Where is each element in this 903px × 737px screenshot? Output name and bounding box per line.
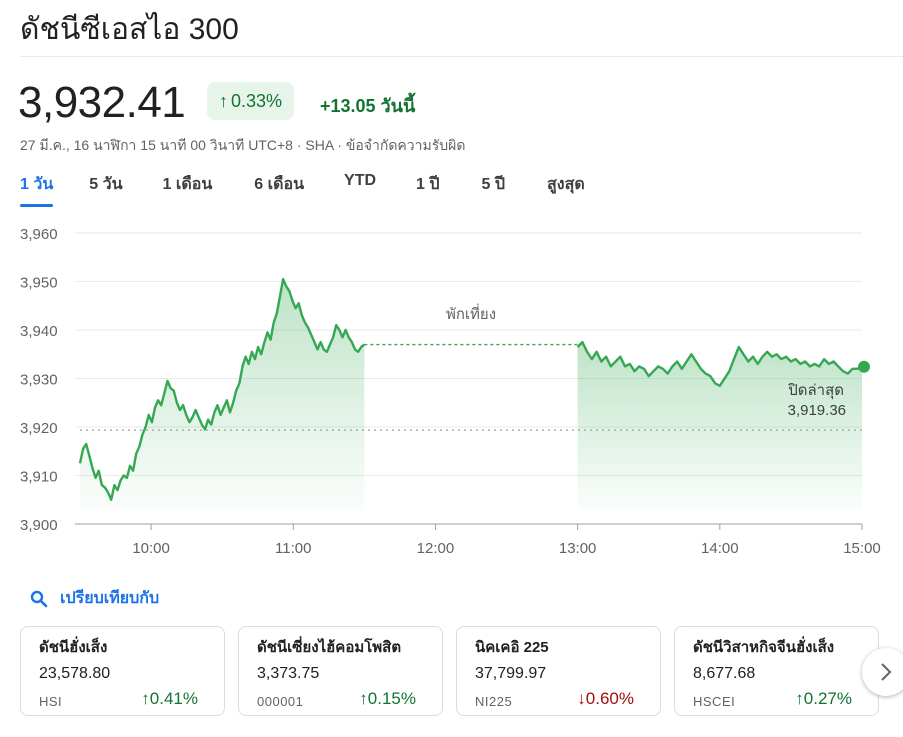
card-value: 8,677.68	[693, 665, 756, 682]
tab-5y[interactable]: 5 ปี	[481, 176, 506, 193]
compare-card[interactable]: นิคเคอิ 225 37,799.97 NI225 ↓0.60%	[456, 626, 661, 716]
y-tick-label: 3,900	[20, 517, 58, 534]
tab-1y[interactable]: 1 ปี	[416, 176, 440, 193]
x-tick-label: 10:00	[132, 540, 170, 557]
card-name: ดัชนีวิสาหกิจจีนฮั่งเส็ง	[693, 639, 835, 656]
page-title: ดัชนีซีเอสไอ 300	[20, 13, 239, 46]
tab-1m[interactable]: 1 เดือน	[162, 176, 213, 193]
card-value: 23,578.80	[39, 665, 111, 682]
x-tick-label: 14:00	[701, 540, 739, 557]
range-tabs: 1 วัน 5 วัน 1 เดือน 6 เดือน YTD 1 ปี 5 ป…	[20, 168, 585, 207]
compare-card[interactable]: ดัชนีเซี่ยงไฮ้คอมโพสิต 3,373.75 000001 ↑0.1…	[238, 626, 443, 716]
card-change: ↑0.41%	[141, 689, 198, 709]
card-change-value: 0.60%	[585, 689, 634, 708]
card-symbol: HSCEI	[693, 694, 736, 709]
y-tick-label: 3,930	[20, 372, 58, 389]
chart-lines	[78, 277, 863, 501]
change-percent: 0.33%	[231, 90, 283, 111]
price-line	[78, 277, 366, 501]
card-change: ↑0.15%	[359, 689, 416, 709]
tab-max[interactable]: สูงสุด	[547, 176, 585, 193]
card-change-value: 0.27%	[803, 689, 852, 708]
compare-cards: ดัชนีฮั่งเส็ง 23,578.80 HSI ↑0.41% ดัชนีเซี่…	[20, 626, 879, 716]
previous-close-line	[80, 343, 862, 431]
card-name: ดัชนีฮั่งเส็ง	[39, 639, 108, 656]
x-tick-label: 15:00	[843, 540, 881, 557]
card-change: ↓0.60%	[577, 689, 634, 709]
last-price-dot	[858, 360, 870, 373]
arrow-up-icon: ↑	[219, 90, 228, 111]
card-value: 3,373.75	[257, 665, 320, 682]
x-axis-ticks: 10:00 11:00 12:00 13:00 14:00 15:00	[132, 524, 881, 557]
y-tick-label: 3,920	[20, 420, 58, 437]
card-change-value: 0.15%	[367, 689, 416, 708]
y-tick-label: 3,960	[20, 226, 58, 243]
card-symbol: NI225	[475, 694, 513, 709]
compare-card[interactable]: ดัชนีฮั่งเส็ง 23,578.80 HSI ↑0.41%	[20, 626, 225, 716]
chart-annotations: พักเที่ยงปิดล่าสุด 3,919.36	[446, 303, 870, 419]
compare-card[interactable]: ดัชนีวิสาหกิจจีนฮั่งเส็ง 8,677.68 HSCEI ↑0.…	[674, 626, 879, 716]
price-area	[577, 342, 862, 510]
chevron-right-icon	[881, 663, 892, 681]
x-tick-label: 13:00	[559, 540, 597, 557]
y-tick-label: 3,910	[20, 469, 58, 486]
previous-close-label: ปิดล่าสุด	[787, 382, 844, 400]
card-value: 37,799.97	[475, 665, 547, 682]
change-percent-badge: ↑ 0.33%	[207, 82, 295, 120]
next-button[interactable]	[862, 648, 903, 696]
card-name: ดัชนีเซี่ยงไฮ้คอมโพสิต	[257, 639, 402, 656]
arrow-up-icon: ↑	[141, 689, 150, 708]
tab-5d[interactable]: 5 วัน	[89, 176, 123, 193]
x-tick-label: 11:00	[275, 540, 311, 557]
arrow-down-icon: ↓	[577, 689, 586, 708]
arrow-up-icon: ↑	[359, 689, 368, 708]
card-symbol: 000001	[257, 694, 304, 709]
divider	[20, 56, 903, 57]
price-area	[80, 279, 365, 510]
chart-areas	[80, 279, 862, 510]
current-price: 3,932.41	[18, 78, 186, 127]
x-tick-label: 12:00	[417, 540, 455, 557]
tab-1d[interactable]: 1 วัน	[20, 168, 54, 207]
compare-button[interactable]: เปรียบเทียบกับ	[30, 586, 159, 611]
search-icon	[30, 590, 48, 607]
arrow-up-icon: ↑	[795, 689, 804, 708]
change-absolute: +13.05 วันนี้	[320, 96, 416, 116]
price-meta: 27 มี.ค., 16 นาฬิกา 15 นาที 00 วินาที UT…	[20, 137, 466, 153]
tab-6m[interactable]: 6 เดือน	[254, 176, 305, 193]
y-tick-label: 3,950	[20, 275, 58, 292]
price-chart[interactable]: 3,960 3,950 3,940 3,930 3,920 3,910 3,900 10:0…	[0, 215, 903, 565]
card-change-value: 0.41%	[149, 689, 198, 708]
lunch-break-label: พักเที่ยง	[446, 303, 496, 323]
card-name: นิคเคอิ 225	[475, 639, 549, 656]
compare-label: เปรียบเทียบกับ	[60, 590, 160, 607]
previous-close-value: 3,919.36	[788, 402, 846, 419]
y-axis-ticks: 3,960 3,950 3,940 3,930 3,920 3,910 3,900	[20, 226, 58, 534]
y-tick-label: 3,940	[20, 323, 58, 340]
card-change: ↑0.27%	[795, 689, 852, 709]
tab-ytd[interactable]: YTD	[344, 172, 377, 189]
price-line	[576, 340, 863, 387]
card-symbol: HSI	[39, 694, 63, 709]
